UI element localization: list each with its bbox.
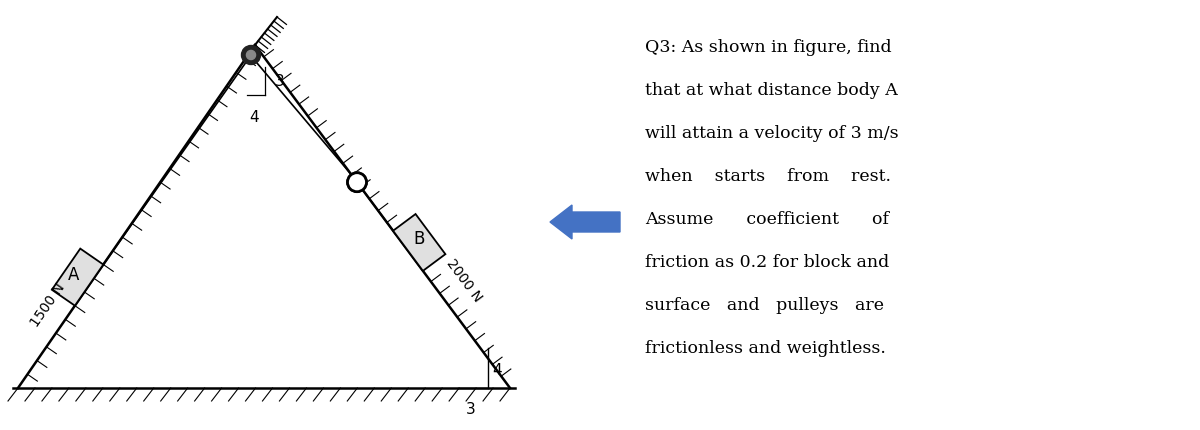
Text: frictionless and weightless.: frictionless and weightless. [646, 339, 886, 356]
Text: 3: 3 [466, 401, 476, 416]
Text: 2000 N: 2000 N [443, 256, 484, 304]
Text: when    starts    from    rest.: when starts from rest. [646, 168, 890, 184]
Circle shape [348, 173, 366, 192]
Circle shape [348, 173, 366, 192]
Circle shape [241, 46, 260, 65]
Circle shape [246, 51, 256, 61]
Text: 4: 4 [250, 110, 259, 125]
Text: 1500 N: 1500 N [29, 280, 68, 329]
Text: 4: 4 [492, 362, 502, 378]
Text: surface   and   pulleys   are: surface and pulleys are [646, 296, 884, 313]
Text: B: B [414, 230, 425, 248]
Text: Q3: As shown in figure, find: Q3: As shown in figure, find [646, 39, 892, 56]
Text: Assume      coefficient      of: Assume coefficient of [646, 211, 889, 227]
Text: 3: 3 [275, 74, 284, 89]
Text: A: A [68, 265, 79, 283]
Text: will attain a velocity of 3 m/s: will attain a velocity of 3 m/s [646, 125, 899, 141]
Polygon shape [394, 215, 445, 271]
Text: that at what distance body A: that at what distance body A [646, 82, 898, 99]
Text: friction as 0.2 for block and: friction as 0.2 for block and [646, 253, 889, 270]
FancyArrow shape [550, 206, 620, 240]
Polygon shape [52, 249, 103, 306]
